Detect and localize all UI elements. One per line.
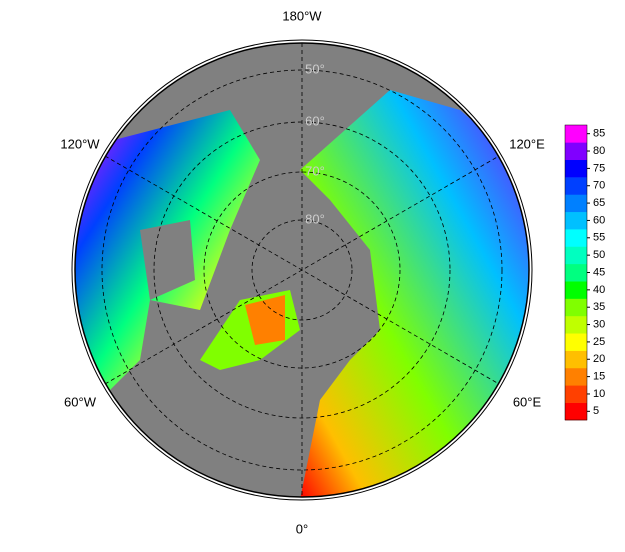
colorbar-bin	[565, 142, 587, 161]
map-frame	[71, 39, 533, 501]
colorbar-tick-label: 80	[593, 145, 605, 157]
colorbar-bin	[565, 246, 587, 265]
colorbar-tick-label: 20	[593, 353, 605, 365]
colorbar-bin	[565, 385, 587, 403]
longitude-label: 120°E	[509, 136, 545, 151]
colorbar-tick-label: 15	[593, 371, 605, 383]
colorbar-bin	[565, 402, 587, 421]
colorbar-tick-label: 25	[593, 336, 605, 348]
colorbar-tick-label: 60	[593, 214, 605, 226]
colorbar-bin	[565, 281, 587, 299]
colorbar-bin	[565, 367, 587, 386]
colorbar-tick-label: 5	[593, 405, 599, 417]
colorbar-tick-label: 55	[593, 232, 605, 244]
colorbar-tick-label: 10	[593, 388, 605, 400]
colorbar-bin	[565, 298, 587, 317]
colorbar-tick-label: 40	[593, 284, 605, 296]
colorbar-tick-label: 45	[593, 266, 605, 278]
colorbar-bin	[565, 177, 587, 195]
colorbar-bin	[565, 350, 587, 369]
longitude-label: 120°W	[60, 136, 100, 151]
colorbar-bin	[565, 211, 587, 230]
colorbar-bin	[565, 263, 587, 282]
colorbar-tick-label: 35	[593, 301, 605, 313]
longitude-label: 60°W	[64, 394, 97, 409]
colorbar-tick-label: 85	[593, 128, 605, 140]
colorbar-bin	[565, 194, 587, 213]
colorbar-tick-label: 70	[593, 180, 605, 192]
map-border	[74, 42, 530, 498]
longitude-label: 0°	[296, 521, 308, 536]
colorbar: 5 10 15 20 25 30 35 40 45 50 55 60 65 70 75 80 85	[564, 124, 605, 421]
colorbar-tick-label: 65	[593, 197, 605, 209]
colorbar-bin	[565, 333, 587, 351]
longitude-label: 180°W	[282, 8, 322, 23]
greenland-center	[245, 295, 285, 345]
colorbar-tick-label: 75	[593, 162, 605, 174]
colorbar-bin	[565, 315, 587, 334]
colorbar-bin	[565, 159, 587, 178]
latitude-label: 60°	[305, 113, 325, 128]
colorbar-border	[564, 124, 588, 421]
eurasia	[300, 90, 529, 497]
colorbar-tick-label: 30	[593, 318, 605, 330]
longitude-label: 60°E	[513, 394, 542, 409]
colorbar-bin	[565, 229, 587, 247]
latitude-label: 50°	[305, 61, 325, 76]
hudson-bay	[140, 220, 195, 300]
latitude-label: 80°	[305, 211, 325, 226]
graticule	[101, 43, 503, 497]
colorbar-bin	[565, 125, 587, 143]
colorbar-tick-label: 50	[593, 249, 605, 261]
latitude-label: 70°	[305, 163, 325, 178]
